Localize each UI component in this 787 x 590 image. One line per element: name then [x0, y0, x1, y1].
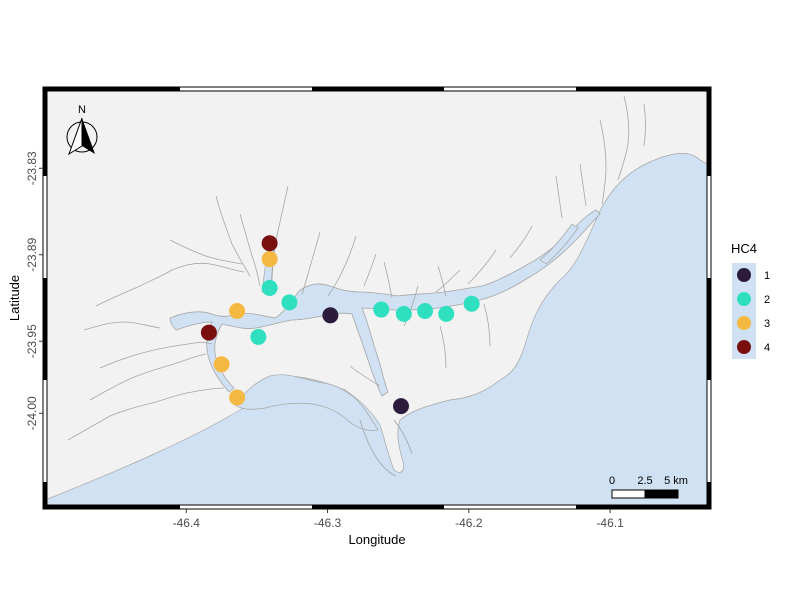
point-hc4-2-7 — [438, 305, 455, 322]
point-hc4-2-4 — [373, 301, 390, 318]
y-axis-ticks: -23.83 -23.89 -23.95 -24.00 — [25, 151, 43, 430]
north-arrow-icon — [82, 118, 95, 154]
north-arrow-outline-icon — [68, 117, 83, 156]
y-tick-label: -23.95 — [25, 324, 39, 358]
legend-key-4 — [737, 340, 751, 354]
y-tick-label: -23.89 — [25, 237, 39, 271]
point-hc4-3-1 — [261, 251, 278, 268]
map-frame — [42, 86, 712, 510]
point-hc4-2-2 — [281, 294, 298, 311]
point-hc4-2-1 — [261, 279, 278, 296]
scale-label-5-km: 5 km — [664, 475, 688, 487]
point-hc4-3-3 — [213, 356, 230, 373]
legend-key-2 — [737, 292, 751, 306]
legend-label-4: 4 — [764, 342, 770, 354]
point-hc4-1-2 — [393, 398, 410, 415]
point-hc4-2-5 — [395, 305, 412, 322]
western-bay — [234, 374, 379, 431]
x-axis-ticks: -46.4 -46.3 -46.2 -46.1 — [173, 509, 624, 530]
x-axis-title: Longitude — [348, 532, 405, 547]
point-hc4-4-2 — [200, 324, 217, 341]
point-hc4-2-3 — [250, 328, 267, 345]
point-hc4-3-2 — [229, 302, 246, 319]
legend-key-3 — [737, 316, 751, 330]
x-tick-label: -46.1 — [596, 516, 624, 530]
scale-label-0: 0 — [609, 475, 615, 487]
legend-label-3: 3 — [764, 318, 770, 330]
scale-bar-black-segment — [644, 489, 679, 499]
scale-bar-white-segment — [611, 489, 646, 499]
point-hc4-3-4 — [229, 389, 246, 406]
y-tick-label: -23.83 — [25, 151, 39, 185]
scale-label-2-5: 2.5 — [637, 475, 652, 487]
sample-points — [200, 235, 480, 415]
scale-bar: 0 2.5 5 km — [609, 475, 688, 499]
y-axis-title: Latitude — [7, 275, 22, 321]
point-hc4-4-1 — [261, 235, 278, 252]
legend-title: HC4 — [731, 241, 757, 256]
north-arrow-label: N — [78, 104, 86, 116]
legend: HC4 1 2 3 4 — [731, 241, 770, 359]
point-hc4-2-8 — [463, 295, 480, 312]
coastline-details — [67, 95, 646, 477]
legend-label-1: 1 — [764, 270, 770, 282]
point-hc4-2-6 — [417, 302, 434, 319]
x-tick-label: -46.4 — [173, 516, 201, 530]
legend-label-2: 2 — [764, 294, 770, 306]
north-arrow: N — [66, 104, 98, 156]
northeast-inlet — [539, 223, 579, 265]
point-hc4-1-1 — [322, 307, 339, 324]
x-tick-label: -46.3 — [314, 516, 342, 530]
y-tick-label: -24.00 — [25, 396, 39, 430]
legend-key-1 — [737, 268, 751, 282]
x-tick-label: -46.2 — [455, 516, 483, 530]
